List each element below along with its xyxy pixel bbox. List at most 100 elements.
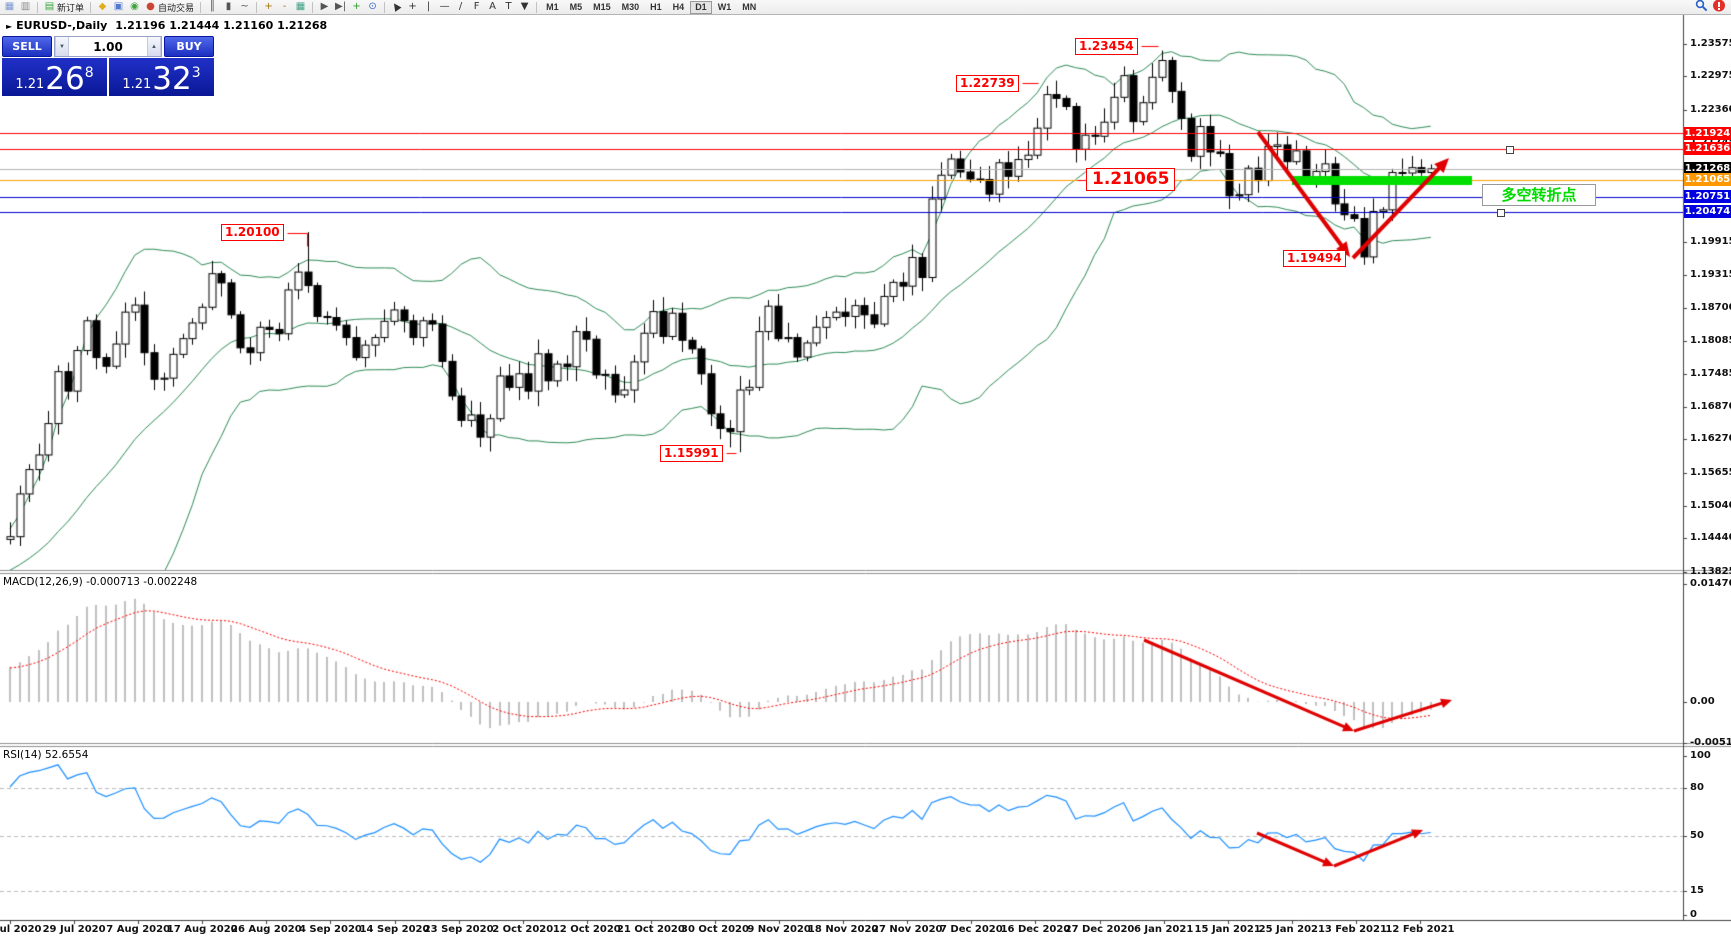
price-annotation[interactable]: 1.20100 <box>221 224 284 241</box>
vertical-line-icon[interactable]: | <box>421 1 436 13</box>
date-axis-label: 23 Sep 2020 <box>423 924 494 935</box>
periods-icon-glyph: ⊙ <box>368 1 377 12</box>
price-axis-tick: 1.23575 <box>1690 38 1731 49</box>
date-axis-label: 4 Sep 2020 <box>298 924 362 935</box>
cursor-icon[interactable]: ▲ <box>389 0 404 13</box>
price-axis-tick: 1.22975 <box>1690 70 1731 82</box>
trendline-icon-glyph: / <box>458 1 463 12</box>
selection-handle[interactable] <box>1506 146 1514 154</box>
timeframe-h1[interactable]: H1 <box>645 1 667 14</box>
chart-title: ► EURUSD-,Daily 1.21196 1.21444 1.21160 1.… <box>6 19 327 32</box>
price-annotation[interactable]: 1.21065 <box>1086 168 1176 191</box>
line-chart-icon-glyph: ~ <box>240 1 249 12</box>
price-tag: 1.20751 <box>1684 190 1731 204</box>
tile-windows-icon-glyph: ▦ <box>295 1 306 12</box>
signals-icon[interactable]: ◉ <box>127 1 142 13</box>
funnel-icon[interactable]: ◆ <box>95 1 110 13</box>
price-axis-tick: 1.22360 <box>1690 103 1731 115</box>
rsi-axis-tick: 100 <box>1690 750 1711 761</box>
price-annotation[interactable]: 1.15991 <box>660 445 723 462</box>
rsi-axis-tick: 15 <box>1690 885 1704 897</box>
terminal-icon[interactable]: ▣ <box>111 1 126 13</box>
timeframe-m1[interactable]: M1 <box>541 1 564 14</box>
price-axis-tick: 1.18700 <box>1690 301 1731 313</box>
text-icon[interactable]: A <box>485 1 500 13</box>
timeframe-m30[interactable]: M30 <box>617 1 645 14</box>
price-axis-tick: 1.19315 <box>1690 268 1731 280</box>
date-axis-label: 15 Jan 2021 <box>1194 924 1261 935</box>
shapes-icon[interactable]: ▼ <box>517 1 532 13</box>
price-axis-tick: 1.19915 <box>1690 236 1731 248</box>
price-axis-tick: 1.15655 <box>1690 466 1731 478</box>
line-chart-icon[interactable]: ~ <box>237 1 252 13</box>
price-axis-tick: 1.13825 <box>1690 565 1731 577</box>
timeframe-mn[interactable]: MN <box>737 1 761 14</box>
volume-up-button[interactable]: ▲ <box>147 37 161 56</box>
date-axis-label: 18 Nov 2020 <box>807 924 879 935</box>
zoom-out-icon[interactable]: - <box>277 1 292 13</box>
timeframe-m5[interactable]: M5 <box>565 1 588 14</box>
sell-price-sup: 8 <box>84 65 94 81</box>
timeframe-d1[interactable]: D1 <box>690 0 712 14</box>
chart-profiles-icon-glyph: ▥ <box>20 1 31 12</box>
price-axis-tick: 1.18085 <box>1690 335 1731 347</box>
auto-scroll-icon-glyph: ▶ <box>320 1 329 12</box>
rsi-indicator-label: RSI(14) 52.6554 <box>3 749 89 761</box>
turning-point-annotation[interactable]: 多空转折点 <box>1482 184 1596 206</box>
sell-price[interactable]: 1.21 26 8 <box>2 58 107 96</box>
price-annotation[interactable]: 1.22739 <box>956 75 1019 92</box>
crosshair-icon[interactable]: + <box>405 1 420 13</box>
volume-input[interactable] <box>69 37 147 56</box>
sell-price-small: 1.21 <box>15 77 45 92</box>
add-indicator-icon[interactable]: + <box>349 1 364 13</box>
new-chart-icon-glyph: ▦ <box>4 1 15 12</box>
ohlc-bars-icon[interactable]: ║ <box>205 1 220 13</box>
timeframe-m15[interactable]: M15 <box>588 1 616 14</box>
sell-button[interactable]: SELL <box>2 36 52 57</box>
timeframe-w1[interactable]: W1 <box>713 1 737 14</box>
label-icon[interactable]: T <box>501 1 516 13</box>
date-axis-label: 7 Aug 2020 <box>106 924 171 935</box>
text-icon-glyph: A <box>489 1 497 12</box>
volume-down-button[interactable]: ▼ <box>55 37 69 56</box>
zoom-in-icon[interactable]: + <box>261 1 276 13</box>
chart-shift-icon-glyph: ▶| <box>335 1 347 12</box>
community-icon[interactable] <box>1712 0 1726 15</box>
search-icon[interactable] <box>1695 0 1708 15</box>
horizontal-line-icon[interactable]: — <box>437 1 452 13</box>
signals-icon-glyph: ◉ <box>130 1 139 12</box>
selection-handle[interactable] <box>1497 209 1505 217</box>
date-axis-label: 12 Feb 2021 <box>1385 924 1455 935</box>
price-axis-tick: 1.16270 <box>1690 433 1731 445</box>
candles-icon[interactable]: ▮ <box>221 1 236 13</box>
chart-profiles-icon[interactable]: ▥ <box>18 1 33 13</box>
tile-windows-icon[interactable]: ▦ <box>293 1 308 13</box>
label-icon-glyph: T <box>505 1 512 12</box>
buy-button[interactable]: BUY <box>164 36 214 57</box>
buy-price[interactable]: 1.21 32 3 <box>109 58 214 96</box>
toolbar-separator <box>256 1 258 13</box>
date-axis-label: 3 Feb 2021 <box>1324 924 1387 935</box>
autotrading-icon-label: 自动交易 <box>158 3 195 14</box>
date-axis-label: 7 Dec 2020 <box>939 924 1003 935</box>
price-tag: 1.21268 <box>1684 162 1731 176</box>
price-axis-tick: 1.14440 <box>1690 532 1731 544</box>
price-tag: 1.21636 <box>1684 142 1731 156</box>
shapes-icon-glyph: ▼ <box>520 1 529 12</box>
auto-scroll-icon[interactable]: ▶ <box>317 1 332 13</box>
trendline-icon[interactable]: / <box>453 1 468 13</box>
autotrading-icon[interactable]: ● 自动交易 <box>143 1 196 14</box>
toolbar-left-groups: ▦ ▥ ▤ 新订单 ◆ ▣ ◉ ● 自动交易 ║ ▮ ~ + - ▦ ▶ ▶| + ⊙ ▲ + | — / F A T ▼ M1 M5 M1… <box>2 0 761 14</box>
fibonacci-icon[interactable]: F <box>469 1 484 13</box>
price-annotation[interactable]: 1.19494 <box>1283 250 1346 267</box>
periods-icon[interactable]: ⊙ <box>365 1 380 13</box>
chart-marker-icon: ► <box>6 22 13 31</box>
crosshair-icon-glyph: + <box>408 1 417 12</box>
timeframe-h4[interactable]: H4 <box>668 1 690 14</box>
new-order-icon[interactable]: ▤ 新订单 <box>42 1 86 14</box>
price-annotation[interactable]: 1.23454 <box>1075 38 1138 55</box>
chart-shift-icon[interactable]: ▶| <box>333 1 348 13</box>
new-chart-icon[interactable]: ▦ <box>2 1 17 13</box>
